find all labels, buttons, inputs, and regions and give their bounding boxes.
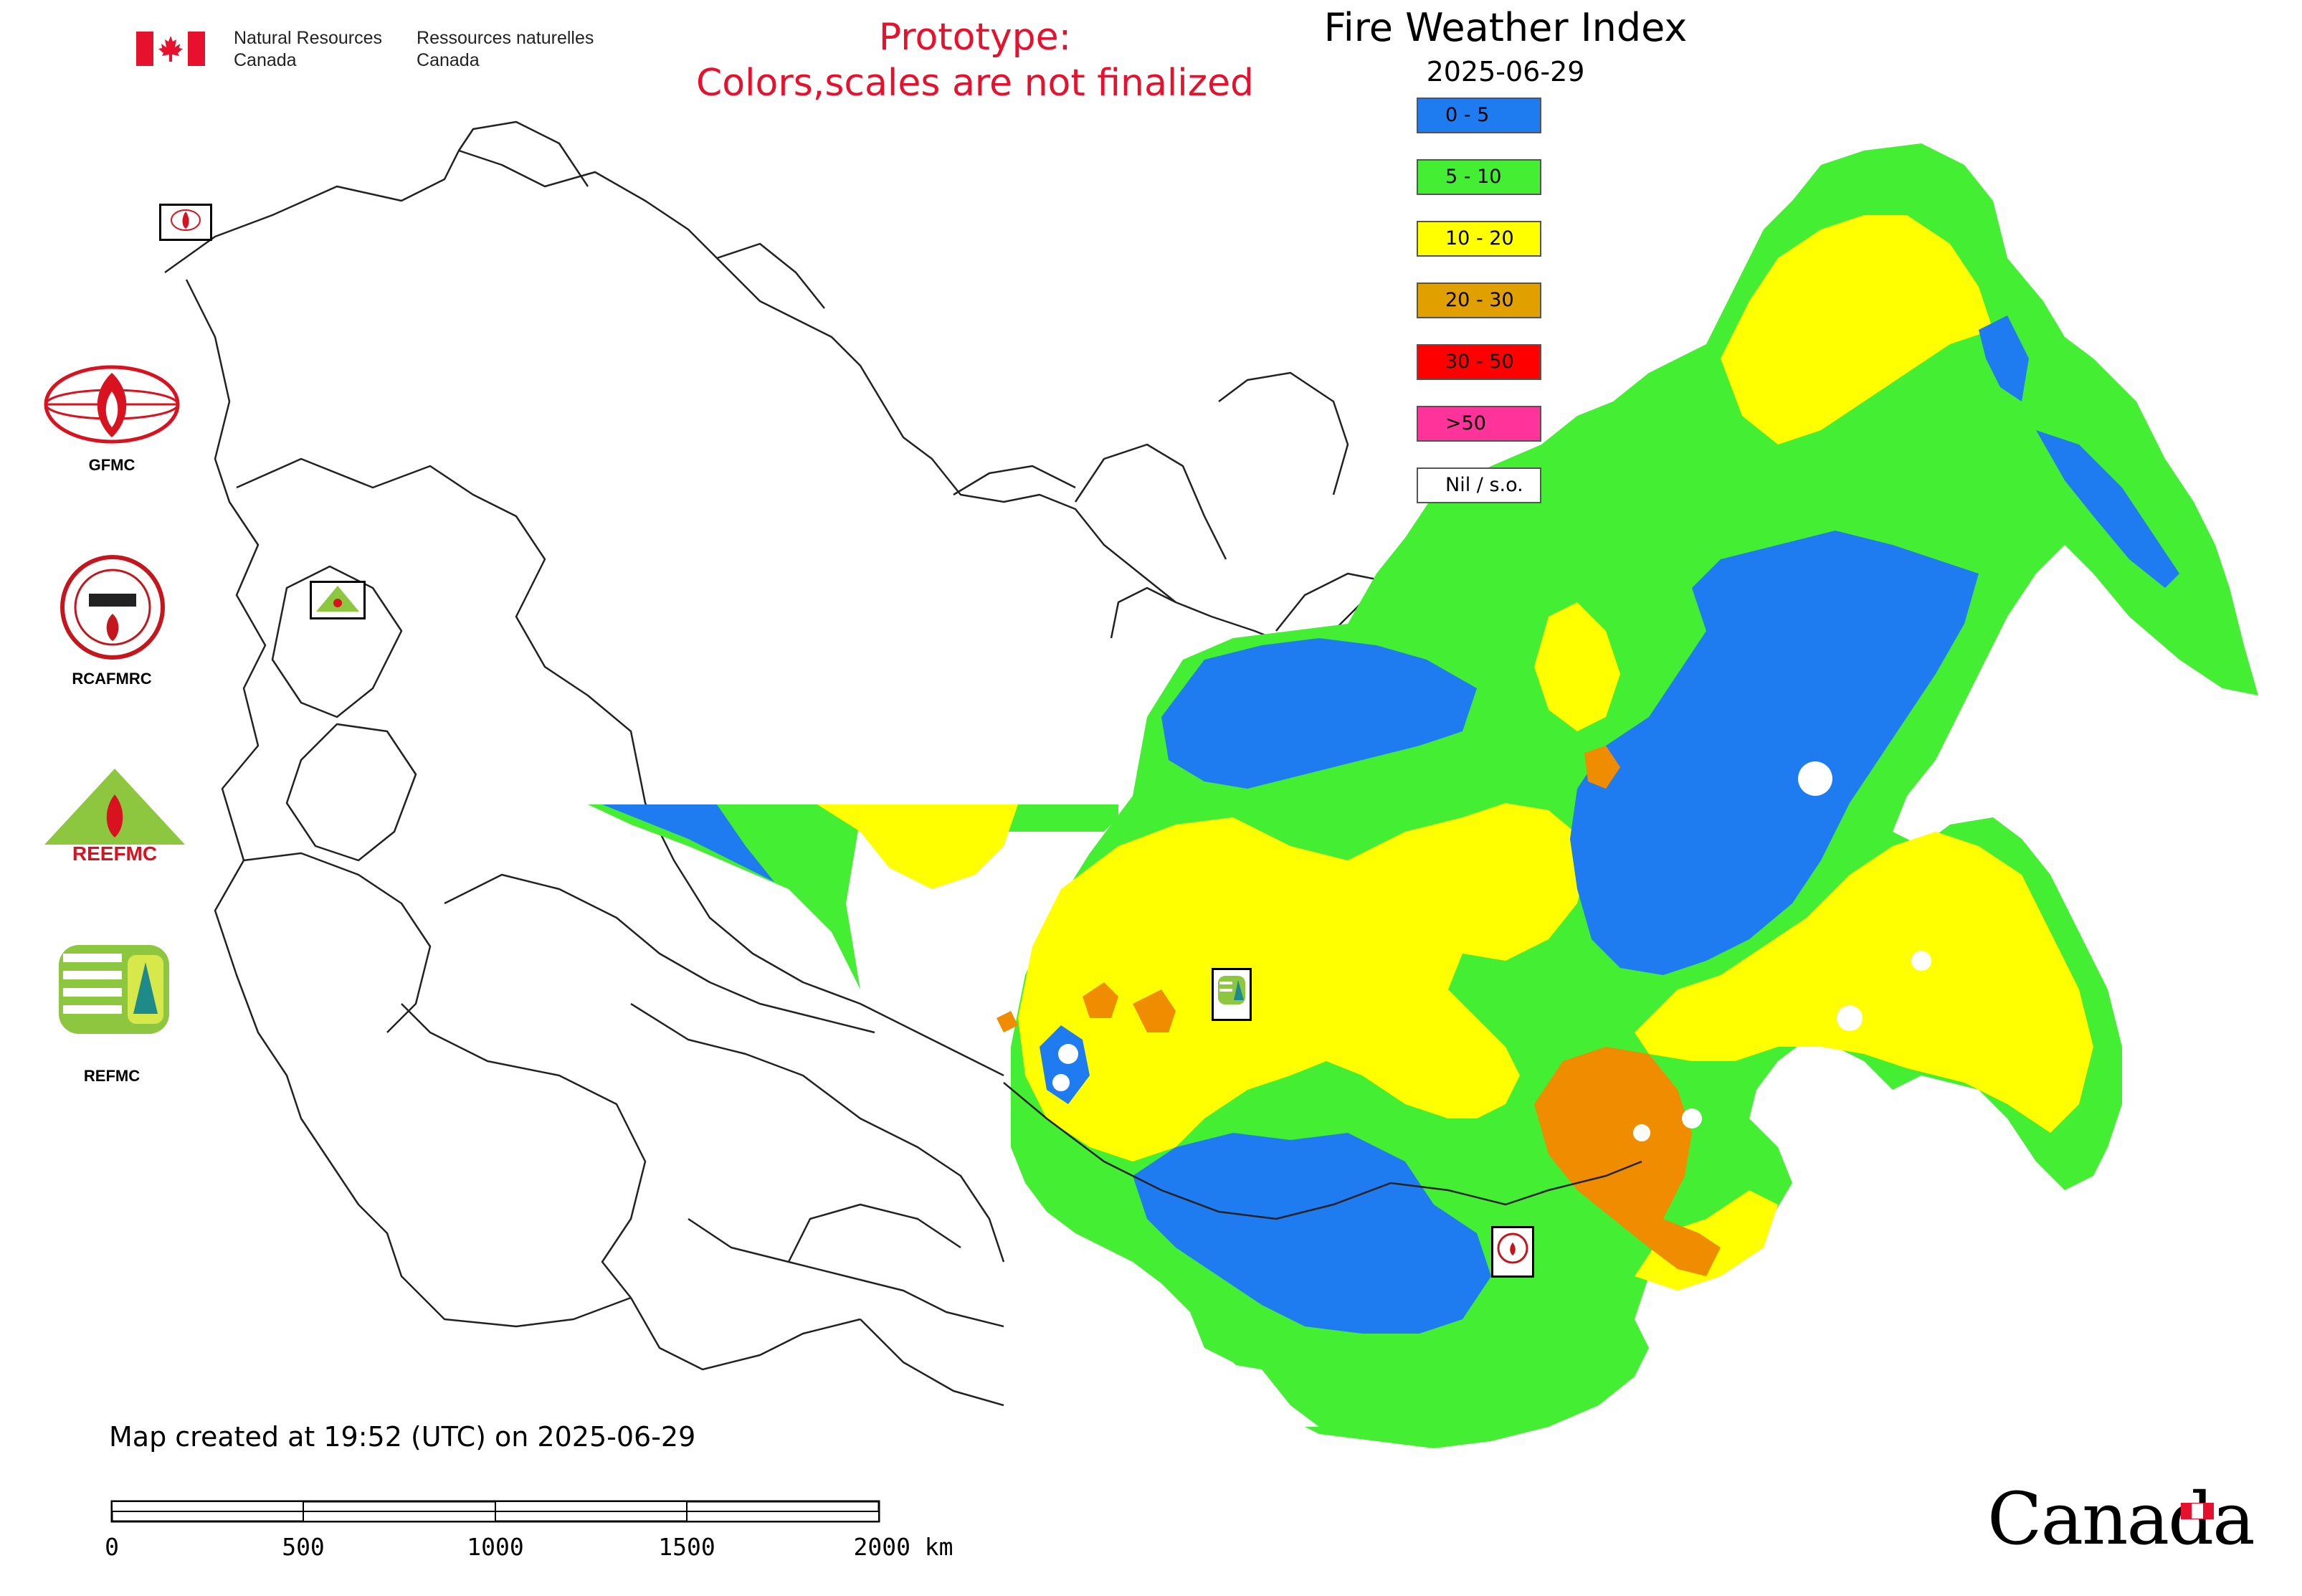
map-created-note: Map created at 19:52 (UTC) on 2025-06-29 xyxy=(109,1421,696,1453)
scale-label-2000: 2000 km xyxy=(853,1533,953,1561)
agency-name-en: Natural Resources Canada xyxy=(234,28,383,70)
reefmc-logo-icon: REEFMC xyxy=(42,769,188,865)
map-date: 2025-06-29 xyxy=(1426,56,1585,87)
gfmc-marker-icon xyxy=(171,209,201,231)
fwi-zone-blue-south xyxy=(1133,1133,1491,1334)
nrcan-signature: Natural Resources Canada Ressources natu… xyxy=(136,27,628,72)
country-borders-west xyxy=(164,120,1420,1407)
agency-label-rcafmrc: RCAFMRC xyxy=(72,670,152,688)
refmc-logo-icon xyxy=(59,945,169,1034)
svg-text:REEFMC: REEFMC xyxy=(72,842,157,865)
legend-item-2: 10 - 20 xyxy=(1417,221,1541,257)
rcafmrc-marker-icon xyxy=(1497,1232,1528,1264)
legend-item-5: >50 xyxy=(1417,406,1541,442)
canada-flag-icon xyxy=(136,32,205,66)
fwi-zone-orange-east xyxy=(1534,1047,1721,1276)
fwi-zone-yellow-north xyxy=(1721,215,1993,445)
agency-label-gfmc: GFMC xyxy=(88,456,135,474)
country-border-south xyxy=(1003,1082,1642,1220)
fwi-zone-yellow-east xyxy=(1635,832,2093,1133)
legend-item-1: 5 - 10 xyxy=(1417,159,1541,195)
fwi-zone-blue-west xyxy=(1040,1025,1090,1104)
legend-item-0: 0 - 5 xyxy=(1417,98,1541,133)
legend-item-6: Nil / s.o. xyxy=(1417,467,1541,503)
canada-wordmark: Canada xyxy=(1987,1477,2255,1561)
refmc-marker-icon xyxy=(1218,976,1245,1004)
fwi-nil-areas xyxy=(1052,761,1931,1427)
rcafmrc-logo-icon xyxy=(60,555,165,660)
scale-bar xyxy=(110,1500,880,1523)
fwi-zone-blue-north xyxy=(1161,638,1477,789)
fwi-zone-orange-west xyxy=(997,982,1176,1032)
reefmc-marker-icon xyxy=(316,586,359,612)
scale-label-0: 0 xyxy=(105,1533,119,1561)
fwi-zone-orange-center xyxy=(1584,746,1620,789)
scale-label-500: 500 xyxy=(282,1533,325,1561)
maple-leaf-icon xyxy=(158,36,183,62)
gfmc-logo-icon xyxy=(44,365,180,444)
fwi-zone-yellow-center xyxy=(1534,602,1620,731)
legend-item-3: 20 - 30 xyxy=(1417,282,1541,318)
rcafmrc-location-marker[interactable] xyxy=(1491,1226,1534,1278)
map-title: Fire Weather Index xyxy=(1323,5,1688,50)
scale-label-1500: 1500 xyxy=(658,1533,715,1561)
refmc-location-marker[interactable] xyxy=(1212,968,1252,1021)
scale-label-1000: 1000 xyxy=(467,1533,524,1561)
agency-label-refmc: REFMC xyxy=(83,1067,141,1085)
fwi-zone-blue-pacific xyxy=(1979,315,2179,588)
reefmc-location-marker[interactable] xyxy=(310,581,366,619)
gfmc-location-marker[interactable] xyxy=(159,204,212,241)
prototype-notice: Prototype: Colors,scales are not finaliz… xyxy=(695,16,1255,105)
fwi-zone-blue-east xyxy=(1570,531,1979,975)
fwi-zone-yellow-west xyxy=(1018,803,1592,1162)
legend-item-4: 30 - 50 xyxy=(1417,344,1541,380)
canada-wordmark-flag-icon xyxy=(2181,1503,2214,1519)
agency-name-fr: Ressources naturelles Canada xyxy=(417,28,594,70)
